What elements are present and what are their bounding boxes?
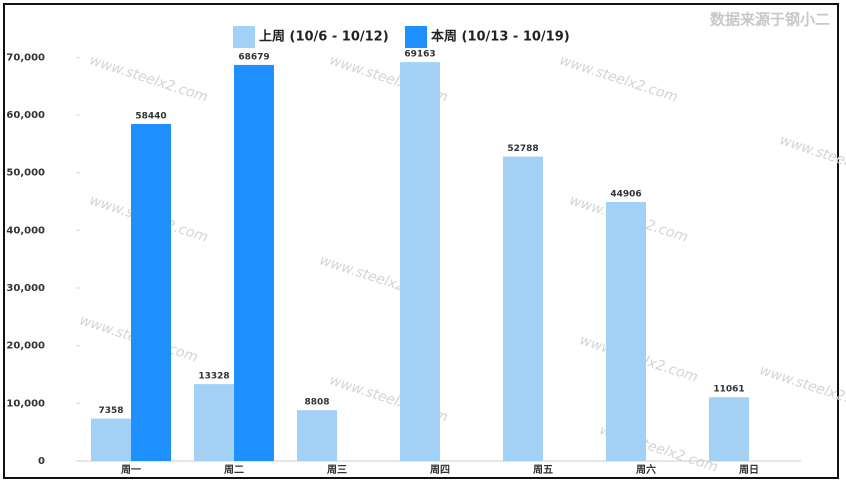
bar — [709, 397, 749, 461]
bar — [131, 123, 171, 462]
value-label: 68679 — [238, 52, 269, 62]
value-label: 8808 — [304, 398, 329, 408]
x-tick-label: 周日 — [739, 464, 759, 476]
value-label: 7358 — [98, 406, 123, 416]
source-watermark: 数据来源于钢小二 — [710, 11, 830, 29]
bar — [297, 410, 337, 461]
y-tick-label: 10,000 — [6, 398, 45, 409]
bar — [400, 62, 440, 462]
y-tick-label: 40,000 — [6, 225, 45, 236]
value-label: 11061 — [713, 385, 744, 395]
legend-label: 上周 (10/6 - 10/12) — [259, 30, 389, 45]
value-label: 58440 — [135, 111, 166, 121]
x-tick-label: 周五 — [533, 464, 553, 476]
x-tick-label: 周二 — [224, 464, 244, 476]
legend-swatch — [233, 26, 255, 48]
bar — [606, 202, 646, 462]
x-tick-label: 周一 — [121, 464, 141, 476]
y-tick-label: 50,000 — [6, 168, 45, 179]
x-tick-label: 周四 — [430, 464, 450, 476]
y-tick-label: 70,000 — [6, 52, 45, 63]
value-label: 44906 — [610, 190, 641, 200]
y-tick-label: 0 — [38, 456, 45, 467]
bar — [503, 156, 543, 461]
y-tick-label: 20,000 — [6, 341, 45, 352]
bar — [194, 384, 234, 461]
value-label: 69163 — [404, 50, 435, 60]
legend-label: 本周 (10/13 - 10/19) — [431, 29, 570, 45]
value-label: 52788 — [507, 144, 538, 154]
bar — [91, 418, 131, 461]
legend-swatch — [405, 26, 427, 48]
x-tick-label: 周三 — [327, 464, 347, 476]
x-tick-label: 周六 — [636, 463, 656, 476]
bar — [234, 64, 274, 461]
y-tick-label: 30,000 — [6, 283, 45, 294]
value-label: 13328 — [198, 372, 229, 382]
y-tick-label: 60,000 — [6, 110, 45, 121]
